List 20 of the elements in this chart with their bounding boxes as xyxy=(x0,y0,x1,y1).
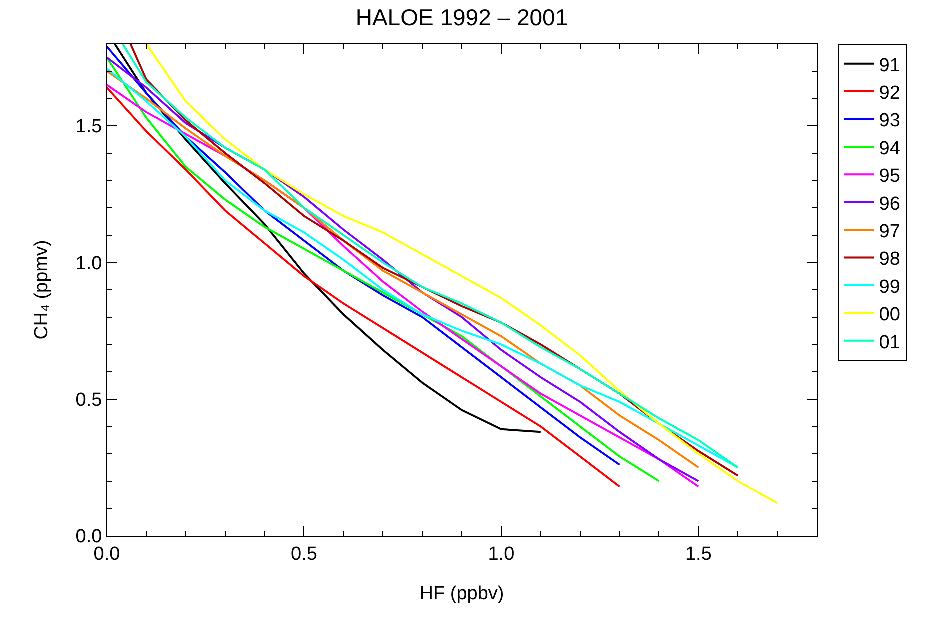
legend-label: 01 xyxy=(879,332,900,354)
y-axis-title: CH₄ (ppmv) xyxy=(32,240,53,340)
legend-label: 94 xyxy=(879,138,901,160)
legend-label: 93 xyxy=(879,110,900,132)
legend-label: 99 xyxy=(879,276,900,298)
chart-title: HALOE 1992 – 2001 xyxy=(356,4,568,30)
y-tick-label: 1.0 xyxy=(76,253,102,274)
legend-label: 95 xyxy=(879,166,900,188)
legend-label: 96 xyxy=(879,194,900,215)
legend-label: 92 xyxy=(879,82,900,104)
legend-label: 91 xyxy=(879,55,900,76)
y-tick-label: 1.5 xyxy=(76,116,102,138)
legend-label: 00 xyxy=(879,304,900,326)
legend-label: 97 xyxy=(879,221,900,242)
x-tick-label: 1.0 xyxy=(488,544,515,565)
x-tick-label: 1.5 xyxy=(685,544,712,565)
x-axis-title: HF (ppbv) xyxy=(420,584,504,605)
x-tick-label: 0.5 xyxy=(291,544,318,565)
y-tick-label: 0.5 xyxy=(76,390,102,411)
legend-label: 98 xyxy=(879,249,900,270)
